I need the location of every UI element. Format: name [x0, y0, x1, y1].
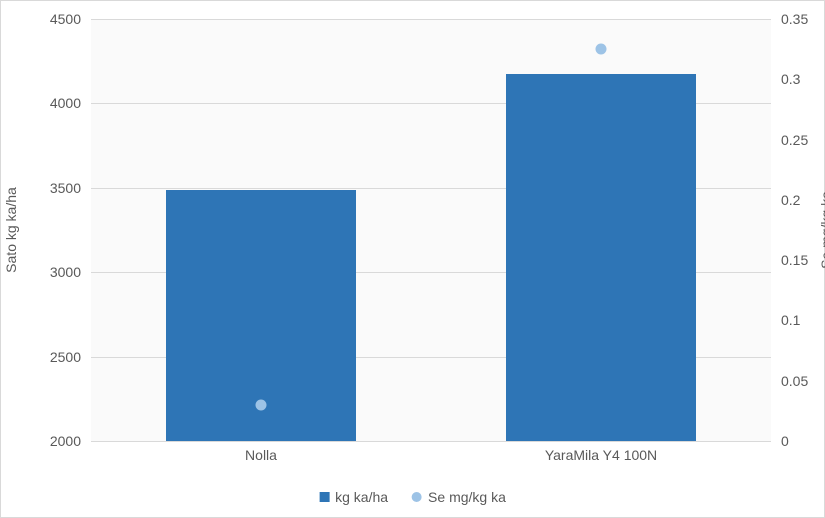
y-right-tick-label: 0.3 — [781, 71, 800, 87]
y-left-tick-label: 2500 — [50, 349, 81, 365]
scatter-marker — [256, 399, 267, 410]
y-left-tick-label: 4000 — [50, 95, 81, 111]
y-right-axis-title: Se mg/kg ka — [818, 191, 825, 269]
legend-label-bar: kg ka/ha — [335, 489, 388, 505]
plot-area — [91, 19, 771, 441]
y-left-tick-label: 3000 — [50, 264, 81, 280]
legend-item-bar: kg ka/ha — [319, 489, 388, 505]
y-right-tick-label: 0.2 — [781, 192, 800, 208]
y-right-tick-label: 0.35 — [781, 11, 808, 27]
legend-item-marker: Se mg/kg ka — [412, 489, 506, 505]
x-tick-label: YaraMila Y4 100N — [545, 447, 657, 463]
gridline — [91, 441, 771, 442]
y-left-axis-title: Sato kg ka/ha — [3, 187, 19, 273]
y-left-tick-label: 3500 — [50, 180, 81, 196]
gridline — [91, 19, 771, 20]
bar — [506, 74, 696, 441]
legend-swatch-bar-icon — [319, 492, 329, 502]
scatter-marker — [596, 44, 607, 55]
y-right-tick-label: 0.25 — [781, 132, 808, 148]
legend: kg ka/ha Se mg/kg ka — [319, 489, 506, 505]
x-tick-label: Nolla — [245, 447, 277, 463]
y-right-tick-label: 0.15 — [781, 252, 808, 268]
y-right-tick-label: 0.05 — [781, 373, 808, 389]
chart-container: 2000 2500 3000 3500 4000 4500 0 0.05 0.1 0.15 0.2… — [0, 0, 825, 518]
y-left-tick-label: 2000 — [50, 433, 81, 449]
legend-swatch-marker-icon — [412, 492, 422, 502]
y-right-tick-label: 0.1 — [781, 312, 800, 328]
legend-label-marker: Se mg/kg ka — [428, 489, 506, 505]
y-right-tick-label: 0 — [781, 433, 789, 449]
y-left-tick-label: 4500 — [50, 11, 81, 27]
